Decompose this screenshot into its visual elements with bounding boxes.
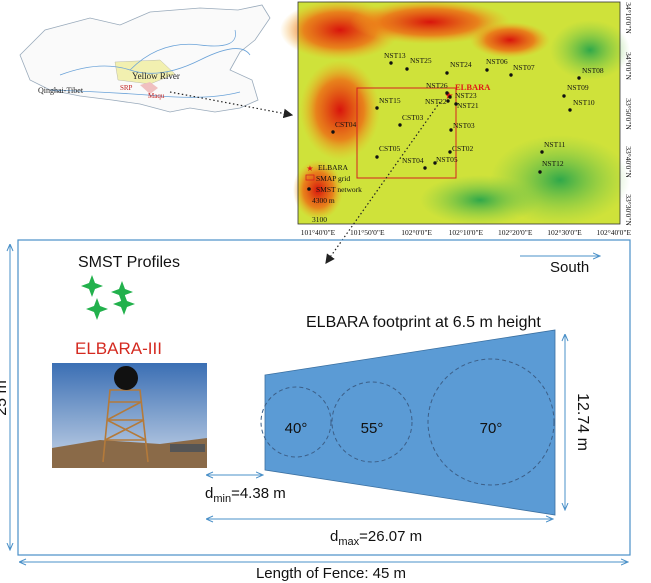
dmin-base: d — [205, 485, 213, 502]
station-label: CST04 — [335, 120, 357, 129]
legend-star: ★ — [306, 164, 313, 173]
footprint-diagram: SMST Profiles South ELBARA-III ELBARA fo… — [0, 240, 630, 582]
station-dot — [405, 67, 408, 70]
station-dot — [446, 99, 449, 102]
maqu-label: Maqu — [148, 92, 165, 100]
station-label: NST10 — [573, 98, 595, 107]
dmax-base: d — [330, 528, 338, 545]
station-dot — [445, 91, 448, 94]
station-dot — [540, 150, 543, 153]
dmin-sub: min — [213, 493, 231, 505]
station-label: NST04 — [402, 156, 424, 165]
station-label: NST25 — [410, 56, 432, 65]
terrain — [300, 60, 380, 160]
lat-label: 34°0'0"N — [624, 52, 633, 80]
station-label: NST07 — [513, 63, 535, 72]
lat-label: 33°50'0"N — [624, 98, 633, 130]
sensor-star — [81, 275, 103, 297]
station-label: NST08 — [582, 66, 604, 75]
lon-label: 102°20'0"E — [498, 228, 533, 237]
station-label: NST06 — [486, 57, 508, 66]
photo-antenna — [114, 366, 138, 390]
station-label: NST09 — [567, 83, 589, 92]
photo-panel — [170, 444, 205, 452]
station-label: NST21 — [457, 101, 479, 110]
fence-label: Length of Fence: 45 m — [256, 565, 406, 582]
station-label: NST13 — [384, 51, 406, 60]
legend-dot — [307, 187, 311, 191]
station-dot — [485, 68, 488, 71]
dmax-label: dmax=26.07 m — [330, 528, 422, 548]
angle-label: 40° — [285, 420, 308, 437]
dmax-text: =26.07 m — [359, 528, 422, 545]
legend-text: SMAP grid — [316, 174, 350, 183]
lat-label: 33°30'0"N — [624, 194, 633, 226]
station-label: CST05 — [379, 144, 401, 153]
river-label: Yellow River — [132, 71, 180, 81]
station-dot — [445, 71, 448, 74]
lat-label: 33°40'0"N — [624, 146, 633, 178]
sensor-star — [113, 293, 135, 315]
elevation-high: 4300 m — [312, 196, 335, 205]
station-dot — [398, 123, 401, 126]
lon-label: 101°50'0"E — [350, 228, 385, 237]
instrument-label: ELBARA-III — [75, 339, 162, 358]
station-label: NST22 — [425, 97, 447, 106]
footprint-area — [265, 330, 555, 515]
figure: Yellow River Qinghai-Tibet SRP Maqu ELBA… — [0, 0, 651, 583]
station-label: NST03 — [453, 121, 475, 130]
lon-label: 101°40'0"E — [301, 228, 336, 237]
angle-label: 70° — [480, 420, 503, 437]
station-dot — [389, 61, 392, 64]
legend-text: SMST network — [316, 185, 362, 194]
dmin-label: dmin=4.38 m — [205, 485, 286, 505]
dmax-sub: max — [338, 536, 359, 548]
station-dot — [423, 166, 426, 169]
terrain — [420, 175, 540, 225]
site-map: ELBARA ★ ★ ELBARA SMAP grid SMST network… — [280, 0, 630, 225]
lon-label: 102°10'0"E — [449, 228, 484, 237]
profiles-title: SMST Profiles — [78, 254, 180, 271]
station-dot — [538, 170, 541, 173]
srp-label: SRP — [120, 84, 133, 92]
angle-label: 55° — [361, 420, 384, 437]
station-dot — [562, 94, 565, 97]
station-dot — [577, 76, 580, 79]
country-outline — [20, 5, 270, 112]
china-map: Yellow River Qinghai-Tibet SRP Maqu — [20, 5, 270, 112]
lon-label: 102°30'0"E — [547, 228, 582, 237]
station-label: NST12 — [542, 159, 564, 168]
region-label: Qinghai-Tibet — [38, 86, 84, 95]
station-dot — [448, 95, 451, 98]
station-dot — [375, 106, 378, 109]
lat-label: 34°10'0"N — [624, 2, 633, 34]
field-width: 25 m — [0, 380, 10, 416]
station-label: NST05 — [436, 155, 458, 164]
station-label: CST02 — [452, 144, 474, 153]
station-dot — [331, 130, 334, 133]
instrument-photo — [52, 363, 207, 468]
station-label: CST03 — [402, 113, 424, 122]
station-label: NST24 — [450, 60, 472, 69]
lon-label: 102°0'0"E — [401, 228, 432, 237]
footprint-title: ELBARA footprint at 6.5 m height — [306, 314, 541, 331]
station-label: NST23 — [455, 91, 477, 100]
station-label: NST11 — [544, 140, 566, 149]
direction-label: South — [550, 259, 589, 276]
station-dot — [568, 108, 571, 111]
profile-stars — [81, 275, 135, 320]
terrain — [470, 22, 550, 58]
station-label: NST26 — [426, 81, 448, 90]
far-width: 12.74 m — [574, 393, 591, 451]
lon-label: 102°40'0"E — [597, 228, 632, 237]
legend-text: ELBARA — [318, 163, 349, 172]
sensor-star — [86, 298, 108, 320]
station-label: NST15 — [379, 96, 401, 105]
dmin-text: =4.38 m — [231, 485, 286, 502]
station-dot — [509, 73, 512, 76]
station-dot — [375, 155, 378, 158]
elevation-low: 3100 — [312, 215, 327, 224]
